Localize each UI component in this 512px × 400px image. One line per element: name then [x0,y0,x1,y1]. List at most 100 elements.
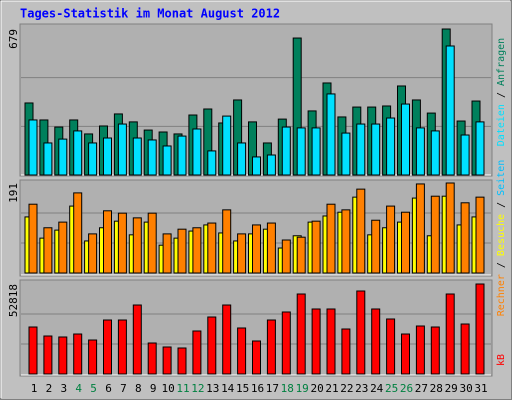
y-tick-label: 191 [7,183,20,203]
x-tick-label: 2 [46,382,53,395]
bar [341,328,351,375]
x-tick-label: 11 [176,382,189,395]
bar [252,156,261,176]
x-tick-label: 7 [120,382,127,395]
bar [296,236,306,274]
x-tick-label: 19 [296,382,309,395]
bar [222,209,232,274]
bar [28,119,38,176]
bar [28,203,38,274]
bar [43,227,53,274]
bar [88,142,98,176]
bar [386,205,396,274]
bar [132,137,142,176]
bar [326,203,336,274]
bar [43,335,53,375]
bar [460,202,470,274]
bar [475,283,485,375]
bar [177,228,187,274]
bar [162,346,172,375]
x-tick-label: 25 [385,382,398,395]
bar [88,233,98,274]
chart-title: Tages-Statistik im Monat August 2012 [20,7,280,21]
bar [401,103,410,176]
x-tick-label: 4 [75,382,82,395]
x-tick-label: 9 [150,382,157,395]
bar [386,117,396,176]
legend-entry: Dateien [496,104,507,146]
x-tick-label: 13 [206,382,219,395]
bar [356,188,366,274]
legend-entry: Seiten [496,160,507,196]
bar [207,150,217,176]
bar [58,221,68,274]
x-tick-label: 12 [191,382,204,395]
bar [117,212,127,274]
x-tick-label: 18 [281,382,294,395]
legend: kB [496,354,507,366]
bar [296,293,306,375]
bar [237,142,247,176]
bar [192,330,202,375]
bar [415,325,425,375]
bar [266,154,276,176]
x-tick-label: 16 [251,382,264,395]
bar [73,130,83,176]
bar [341,209,351,274]
x-tick-label: 14 [221,382,235,395]
bar [147,342,157,375]
bar [415,183,425,274]
bar [207,316,217,375]
bar [371,308,381,375]
bar [460,134,470,176]
bar [356,290,366,375]
bar [222,304,232,375]
bar [177,347,187,375]
bar [192,128,202,176]
x-tick-label: 23 [355,382,368,395]
bar [58,138,68,176]
bar [341,132,351,176]
bar [326,93,336,176]
x-tick-label: 22 [340,382,353,395]
bar [371,123,381,176]
bar [445,293,455,375]
x-tick-label: 29 [445,382,458,395]
bar [162,233,172,274]
bar [103,137,112,176]
bar [147,212,157,274]
x-tick-label: 1 [31,382,38,395]
legend-entry: Anfragen [496,38,507,86]
x-tick-label: 31 [474,382,487,395]
x-tick-label: 10 [161,382,174,395]
x-tick-label: 5 [90,382,97,395]
y-tick-label: 679 [7,29,20,49]
bar [311,220,321,274]
bar [430,130,440,176]
bar [401,211,410,274]
bar [311,127,321,176]
x-tick-label: 26 [400,382,413,395]
legend-entry: Rechner [496,274,507,316]
x-tick-label: 3 [60,382,67,395]
bar [356,123,366,176]
x-tick-label: 20 [310,382,323,395]
bar [132,304,142,375]
bar [28,326,38,375]
bar [252,340,261,375]
bar [311,308,321,375]
bar [266,222,276,274]
bar [371,219,381,274]
bar [103,319,112,375]
bar [117,319,127,375]
bar [58,336,68,375]
legend-entry: Besuche [496,214,507,256]
bar [475,196,485,274]
bar [147,139,157,176]
legend-separator: / [496,86,507,104]
bar [252,224,261,274]
x-tick-label: 8 [135,382,142,395]
bar [103,210,112,274]
bar [88,339,98,375]
